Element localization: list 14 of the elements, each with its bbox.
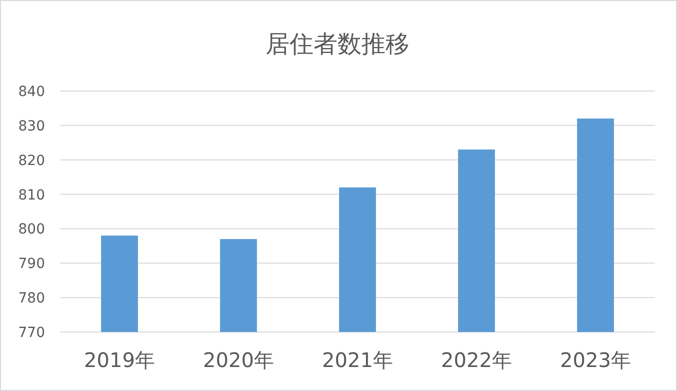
y-tick-label: 770 [18,325,45,341]
y-tick-label: 800 [18,222,45,238]
x-tick-label: 2019年 [84,348,155,372]
x-tick-label: 2021年 [322,348,393,372]
y-tick-label: 840 [18,84,45,100]
y-tick-label: 830 [18,118,45,134]
y-tick-label: 810 [18,187,45,204]
y-tick-label: 780 [18,290,45,307]
y-tick-label: 820 [18,152,45,169]
chart-title: 居住者数推移 [266,30,410,58]
x-tick-label: 2022年 [441,348,512,372]
x-tick-label: 2023年 [560,348,631,372]
x-tick-label: 2020年 [203,348,274,372]
y-tick-label: 790 [18,256,45,272]
